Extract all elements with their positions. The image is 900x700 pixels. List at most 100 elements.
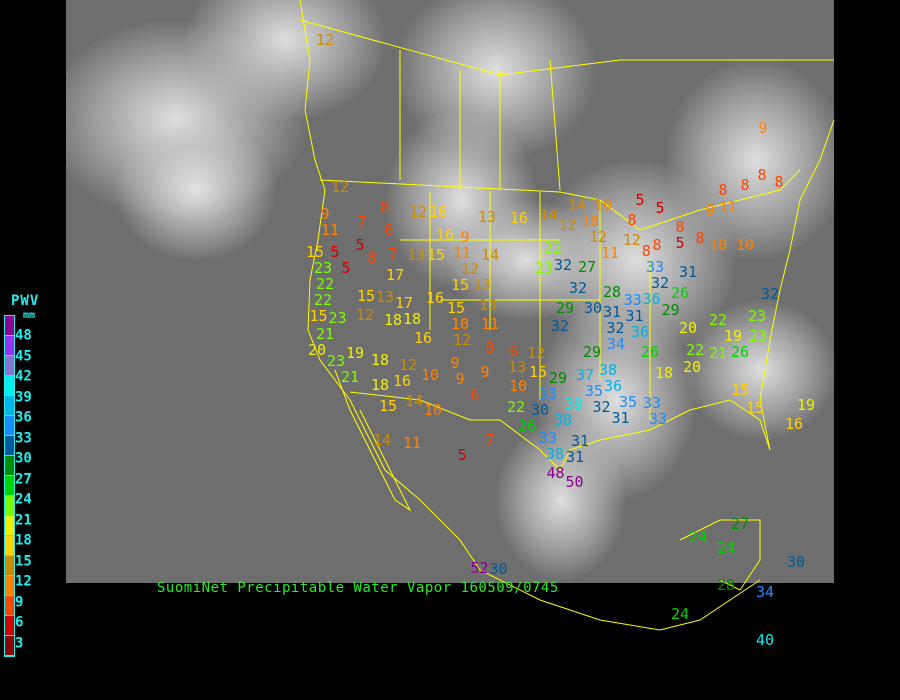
legend-label: 3 bbox=[15, 635, 24, 651]
station-pwv-value: 8 bbox=[757, 165, 767, 184]
station-pwv-value: 30 bbox=[531, 400, 550, 419]
station-pwv-value: 33 bbox=[649, 409, 668, 428]
station-pwv-value: 5 bbox=[655, 198, 665, 217]
station-pwv-value: 15 bbox=[357, 286, 376, 305]
station-pwv-value: 12 bbox=[409, 202, 428, 221]
station-pwv-value: 16 bbox=[510, 208, 529, 227]
station-pwv-value: 17 bbox=[395, 293, 414, 312]
station-pwv-value: 21 bbox=[709, 343, 728, 362]
station-pwv-value: 16 bbox=[393, 371, 412, 390]
station-pwv-value: 22 bbox=[507, 397, 526, 416]
station-pwv-value: 24 bbox=[689, 527, 708, 546]
state-lines bbox=[299, 19, 834, 420]
station-pwv-value: 6 bbox=[509, 342, 519, 360]
legend-label: 30 bbox=[15, 450, 32, 467]
station-pwv-value: 38 bbox=[554, 410, 573, 429]
station-pwv-value: 7 bbox=[485, 430, 495, 449]
station-pwv-value: 19 bbox=[346, 343, 365, 362]
station-pwv-value: 23 bbox=[748, 306, 767, 325]
legend-swatch bbox=[5, 456, 14, 476]
station-pwv-value: 21 bbox=[341, 367, 360, 386]
station-pwv-value: 8 bbox=[641, 242, 651, 261]
station-pwv-value: 13 bbox=[508, 358, 527, 376]
station-pwv-value: 36 bbox=[631, 322, 650, 341]
station-pwv-value: 19 bbox=[797, 395, 816, 414]
cloud bbox=[666, 60, 834, 260]
legend-label: 33 bbox=[15, 430, 32, 446]
station-pwv-value: 22 bbox=[544, 238, 563, 257]
station-pwv-value: 33 bbox=[646, 258, 665, 277]
legend-swatch bbox=[5, 316, 14, 336]
legend-swatch bbox=[5, 496, 14, 516]
station-pwv-value: 12 bbox=[399, 355, 418, 374]
station-pwv-value: 7 bbox=[388, 244, 398, 263]
station-pwv-value: 12 bbox=[331, 177, 350, 196]
station-pwv-value: 27 bbox=[731, 514, 750, 533]
yucatan-outline bbox=[679, 519, 761, 591]
station-pwv-value: 30 bbox=[584, 298, 603, 317]
legend-swatch bbox=[5, 336, 14, 356]
station-pwv-value: 22 bbox=[709, 311, 728, 330]
station-pwv-value: 11 bbox=[601, 244, 620, 263]
station-pwv-value: 26 bbox=[731, 343, 750, 362]
station-pwv-value: 10 bbox=[421, 365, 440, 384]
legend-swatch bbox=[5, 356, 14, 376]
legend-title: PWV bbox=[11, 293, 40, 309]
station-pwv-value: 22 bbox=[314, 290, 333, 309]
station-pwv-value: 17 bbox=[386, 265, 405, 284]
station-pwv-value: 52 bbox=[470, 558, 489, 577]
legend-unit: mm bbox=[23, 310, 36, 321]
station-pwv-value: 5 bbox=[330, 242, 340, 261]
station-pwv-value: 12 bbox=[622, 230, 641, 249]
station-pwv-value: 9 bbox=[455, 370, 465, 388]
station-pwv-value: 26 bbox=[671, 283, 690, 302]
station-pwv-value: 9 bbox=[705, 200, 715, 219]
station-pwv-value: 8 bbox=[627, 210, 637, 229]
station-pwv-value: 15 bbox=[451, 276, 470, 295]
station-pwv-value: 8 bbox=[675, 217, 685, 236]
station-pwv-value: 36 bbox=[604, 377, 623, 395]
station-pwv-value: 15 bbox=[731, 380, 750, 399]
cloud bbox=[116, 120, 276, 260]
cloud bbox=[686, 300, 834, 440]
us-mexico-border bbox=[349, 391, 561, 471]
legend-swatch bbox=[5, 616, 14, 636]
station-pwv-value: 31 bbox=[611, 409, 630, 427]
pwv-color-legend bbox=[4, 315, 15, 657]
station-pwv-value: 31 bbox=[571, 431, 590, 450]
canada-us-border bbox=[319, 169, 801, 231]
station-pwv-value: 15 bbox=[447, 298, 466, 317]
station-pwv-value: 10 bbox=[451, 314, 470, 333]
station-pwv-value: 31 bbox=[679, 262, 698, 281]
legend-swatch bbox=[5, 476, 14, 496]
legend-swatch bbox=[5, 636, 14, 656]
station-pwv-value: 32 bbox=[551, 316, 570, 335]
legend-label: 48 bbox=[15, 327, 32, 344]
station-pwv-value: 13 bbox=[479, 295, 498, 314]
station-pwv-value: 6 bbox=[384, 220, 394, 239]
station-pwv-value: 15 bbox=[309, 306, 328, 325]
station-pwv-value: 9 bbox=[758, 118, 768, 137]
station-pwv-value: 11 bbox=[453, 244, 472, 263]
station-pwv-value: 15 bbox=[529, 362, 548, 381]
station-pwv-value: 12 bbox=[453, 330, 472, 349]
station-pwv-value: 28 bbox=[603, 282, 622, 301]
station-pwv-value: 9 bbox=[460, 228, 470, 247]
east-coast-outline bbox=[759, 119, 835, 451]
station-pwv-value: 5 bbox=[635, 190, 645, 209]
legend-swatch bbox=[5, 596, 14, 616]
legend-label: 18 bbox=[15, 532, 32, 549]
station-pwv-value: 15 bbox=[746, 398, 765, 417]
station-pwv-value: 34 bbox=[607, 334, 626, 353]
station-pwv-value: 32 bbox=[592, 397, 611, 416]
station-pwv-value: 40 bbox=[756, 630, 775, 649]
station-pwv-value: 11 bbox=[321, 221, 340, 239]
legend-swatch bbox=[5, 556, 14, 576]
station-pwv-value: 16 bbox=[429, 202, 448, 221]
station-pwv-value: 11 bbox=[719, 197, 738, 216]
station-pwv-value: 31 bbox=[566, 447, 585, 466]
station-pwv-value: 8 bbox=[718, 180, 728, 199]
station-pwv-value: 5 bbox=[341, 258, 351, 277]
